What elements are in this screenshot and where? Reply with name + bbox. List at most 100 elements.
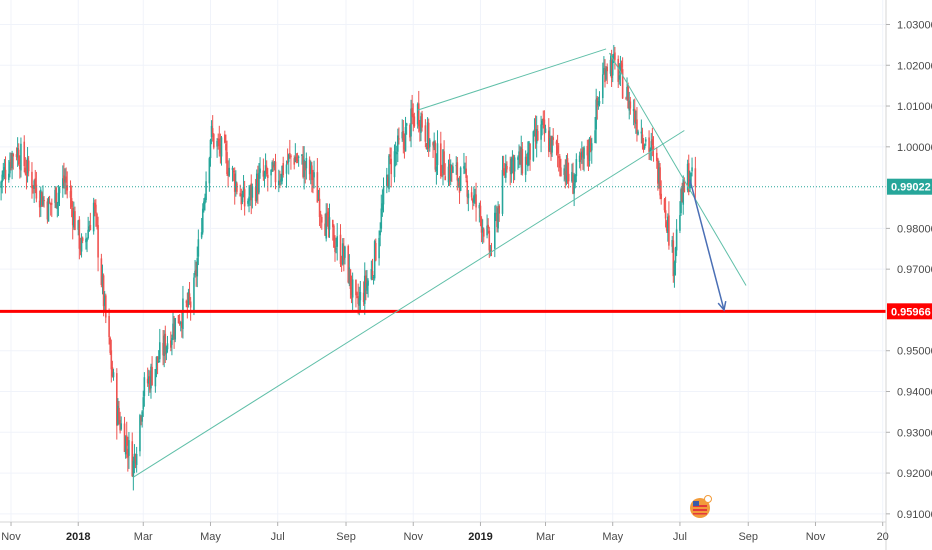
candle-body xyxy=(481,227,484,233)
candle-body xyxy=(31,171,33,189)
candle-body xyxy=(294,156,297,163)
candle-body xyxy=(55,187,58,208)
candle-body xyxy=(626,86,628,98)
candle-body xyxy=(633,108,636,123)
candle-body xyxy=(8,173,10,180)
candle-body xyxy=(326,213,329,215)
candle-body xyxy=(334,245,336,252)
x-axis[interactable]: Nov 2018 Mar May Jul Sep Nov 2019 Mar May Jul Sep No… xyxy=(1,522,889,543)
candle-body xyxy=(620,63,623,68)
candle-body xyxy=(220,137,223,157)
candle-body xyxy=(232,170,235,173)
candle-body xyxy=(146,378,149,384)
candle-body xyxy=(141,411,143,422)
candle-body xyxy=(262,170,265,177)
candle-body xyxy=(243,189,246,207)
candle-body xyxy=(428,139,431,147)
candle-body xyxy=(456,162,459,181)
candle-body xyxy=(349,269,352,290)
candle-body xyxy=(33,180,35,189)
candle-body xyxy=(313,172,315,178)
candle-body xyxy=(355,279,357,296)
grid xyxy=(0,0,886,522)
candle-body xyxy=(332,220,334,228)
candle-body xyxy=(10,159,12,168)
candle-body xyxy=(575,159,578,177)
candle-body xyxy=(589,138,592,152)
candle-body xyxy=(27,160,30,172)
candle-body xyxy=(309,162,312,174)
candle-body xyxy=(397,135,399,152)
us-flag-icon[interactable] xyxy=(690,495,712,519)
candle-body xyxy=(551,136,553,153)
candle-body xyxy=(574,174,577,183)
candle-body xyxy=(251,186,254,198)
candle-body xyxy=(502,168,505,172)
candle-body xyxy=(529,143,531,160)
candle-body xyxy=(417,103,420,127)
candle-body xyxy=(249,186,251,196)
candle-body xyxy=(64,179,66,182)
candle-body xyxy=(171,338,173,345)
candle-body xyxy=(325,212,327,239)
x-tick-label: May xyxy=(602,531,623,543)
candle-body xyxy=(290,155,292,158)
candle-body xyxy=(57,192,60,204)
candle-body xyxy=(449,164,452,181)
candle-body xyxy=(351,279,354,298)
candle-body xyxy=(595,99,597,130)
candle-body xyxy=(170,340,172,348)
candle-body xyxy=(25,171,28,176)
candle-body xyxy=(594,130,596,144)
candle-body xyxy=(683,179,686,193)
candle-body xyxy=(103,295,106,306)
candle-body xyxy=(135,453,138,465)
candle-body xyxy=(12,153,15,157)
candle-body xyxy=(691,167,693,172)
candle-body xyxy=(489,250,492,253)
candle-body xyxy=(278,180,280,186)
trend-arrowhead xyxy=(717,300,727,312)
candle-body xyxy=(316,172,319,203)
candle-body xyxy=(270,169,272,176)
candle-body xyxy=(506,165,508,170)
candle-body xyxy=(289,152,291,154)
candle-body xyxy=(357,296,359,305)
candle-body xyxy=(625,98,627,100)
candle-body xyxy=(665,221,668,231)
candle-body xyxy=(50,203,53,205)
candle-body xyxy=(250,183,253,201)
candle-body xyxy=(127,448,129,458)
candle-body xyxy=(535,129,538,144)
candle-body xyxy=(525,156,528,165)
x-tick-label: Sep xyxy=(336,531,356,543)
candle-body xyxy=(272,165,275,168)
candle-body xyxy=(124,436,127,455)
candle-body xyxy=(1,174,4,183)
candle-body xyxy=(259,168,261,173)
candle-body xyxy=(87,229,89,239)
candle-body xyxy=(56,202,59,209)
candle-body xyxy=(116,373,118,426)
candle-body xyxy=(651,139,654,146)
candle-body xyxy=(15,154,18,157)
candle-body xyxy=(536,130,539,141)
trend-line xyxy=(417,48,607,111)
candle-body xyxy=(498,205,501,214)
candle-body xyxy=(173,326,175,337)
candle-body xyxy=(359,292,362,301)
candle-body xyxy=(174,318,177,340)
candle-body xyxy=(134,455,137,464)
candle-body xyxy=(210,125,213,138)
candle-body xyxy=(143,377,146,397)
candle-body xyxy=(188,293,191,300)
candle-body xyxy=(544,128,547,133)
candle-body xyxy=(682,179,685,205)
candle-body xyxy=(542,118,545,122)
candle-body xyxy=(86,238,88,242)
candle-body xyxy=(231,167,234,170)
candle-body xyxy=(258,172,260,193)
candle-body xyxy=(405,123,408,126)
